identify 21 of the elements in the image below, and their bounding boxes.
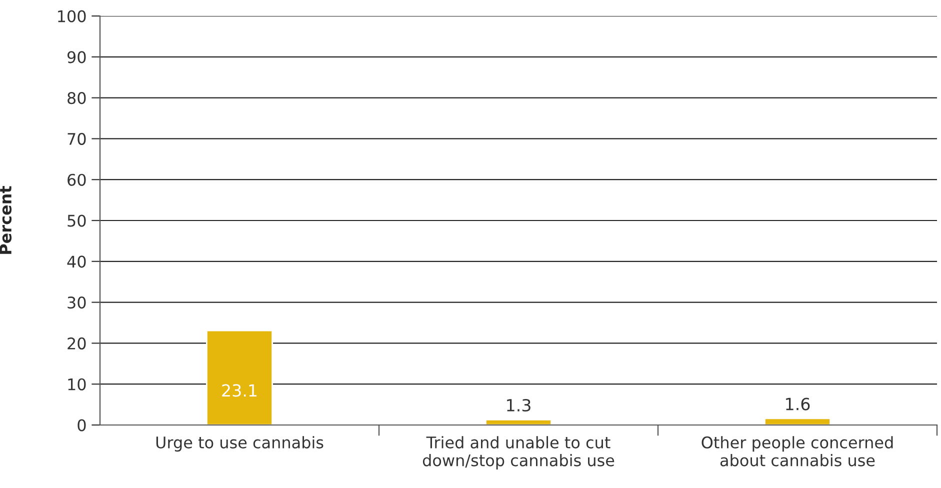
x-tick-label: Tried and unable to cut down/stop cannabis use (422, 436, 614, 470)
data-label: 1.3 (507, 398, 530, 412)
x-tick-label: Urge to use cannabis (156, 436, 324, 452)
data-label: 1.6 (786, 398, 810, 410)
y-axis-title: Percent (0, 186, 12, 254)
bar (485, 418, 552, 425)
y-tick-label: 10 (68, 378, 86, 390)
y-tick-label: 30 (68, 296, 86, 309)
y-tick-label: 90 (67, 51, 86, 64)
x-tick-label: Other people concerned about cannabis use (702, 436, 893, 466)
bar (206, 330, 273, 425)
y-tick-label: 20 (68, 337, 86, 350)
y-tick-label: 0 (78, 419, 86, 432)
y-tick-label: 70 (68, 132, 86, 145)
y-tick-label: 100 (58, 10, 86, 22)
y-tick-label: 50 (68, 214, 86, 227)
y-tick-label: 80 (68, 92, 86, 104)
y-tick-label: 60 (68, 174, 86, 186)
data-label: 23.1 (222, 384, 257, 397)
bar (764, 418, 831, 425)
y-tick-label: 40 (67, 256, 86, 268)
